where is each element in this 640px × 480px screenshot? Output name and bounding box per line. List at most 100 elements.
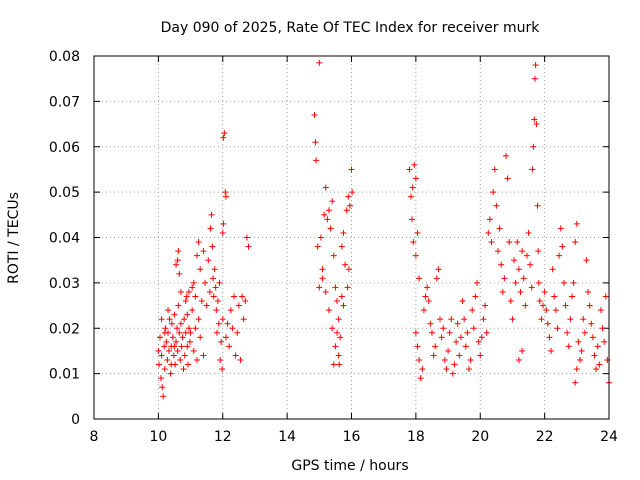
data-point [490,189,497,196]
data-point [501,275,508,282]
data-point [483,329,490,336]
data-point [235,302,242,309]
data-point [168,361,175,368]
data-point [412,252,419,259]
data-point [329,325,336,332]
data-point [564,329,571,336]
data-point [184,361,191,368]
y-tick-label: 0.07 [49,94,80,110]
data-point [499,288,506,295]
data-point [348,166,355,173]
data-point [419,366,426,373]
data-point [174,347,181,354]
data-point [234,329,241,336]
data-point [317,234,324,241]
data-point [559,243,566,250]
y-tick-label: 0.02 [49,321,80,337]
data-point [572,379,579,386]
data-point [570,279,577,286]
data-point [573,220,580,227]
data-point [594,343,601,350]
data-point [169,334,176,341]
data-point [226,343,233,350]
x-tick-label: 20 [471,429,489,445]
data-point [217,357,224,364]
data-point [202,279,209,286]
data-point [412,329,419,336]
data-point [494,248,501,255]
x-tick-label: 8 [90,429,99,445]
data-point [430,352,437,359]
data-point [503,152,509,159]
data-point [189,307,196,314]
data-point [535,248,542,255]
data-point [425,298,432,305]
data-point [208,211,215,218]
data-point [195,239,202,246]
data-point [540,302,547,309]
data-point [222,193,229,200]
data-point [162,325,169,332]
data-point [237,357,244,364]
data-point [227,307,234,314]
x-tick-label: 24 [600,429,618,445]
data-point [344,284,351,291]
data-point [417,375,424,382]
data-point [224,320,231,327]
data-point [157,375,164,382]
data-point [515,357,522,364]
data-point [529,166,536,173]
data-point [220,134,227,141]
data-point [184,343,191,350]
data-point [319,266,326,273]
data-point [182,298,189,305]
data-point [340,229,347,236]
data-point [334,298,341,305]
data-point [599,325,606,332]
data-point [433,275,440,282]
data-point [200,352,207,359]
data-point [231,293,238,300]
data-point [342,261,349,268]
data-point [219,229,226,236]
data-point [477,352,484,359]
data-point [168,320,175,327]
data-point [543,307,550,314]
data-point [197,266,204,273]
y-tick-label: 0 [71,412,80,428]
data-point [243,234,250,241]
data-point [532,62,539,69]
data-point [523,252,530,259]
data-points [155,59,612,400]
data-point [440,325,447,332]
data-point [325,307,332,314]
data-point [409,216,416,223]
x-tick-label: 10 [149,429,167,445]
data-point [216,279,223,286]
data-point [206,288,213,295]
data-point [218,338,225,345]
data-point [194,357,200,364]
data-point [565,343,572,350]
data-point [167,370,174,377]
data-point [424,284,431,291]
data-point [343,207,350,214]
data-point [210,293,217,300]
data-point [534,202,541,209]
data-point [346,202,353,209]
data-point [174,257,181,264]
data-point [454,320,461,327]
data-point [575,338,582,345]
data-point [573,366,580,373]
x-tick-label: 22 [536,429,554,445]
data-point [449,370,456,377]
data-point [544,320,551,327]
data-point [173,261,180,268]
data-point [242,298,249,305]
data-point [509,316,516,323]
data-point [441,357,448,364]
data-point [190,347,197,354]
data-point [232,352,239,359]
data-point [330,252,337,259]
